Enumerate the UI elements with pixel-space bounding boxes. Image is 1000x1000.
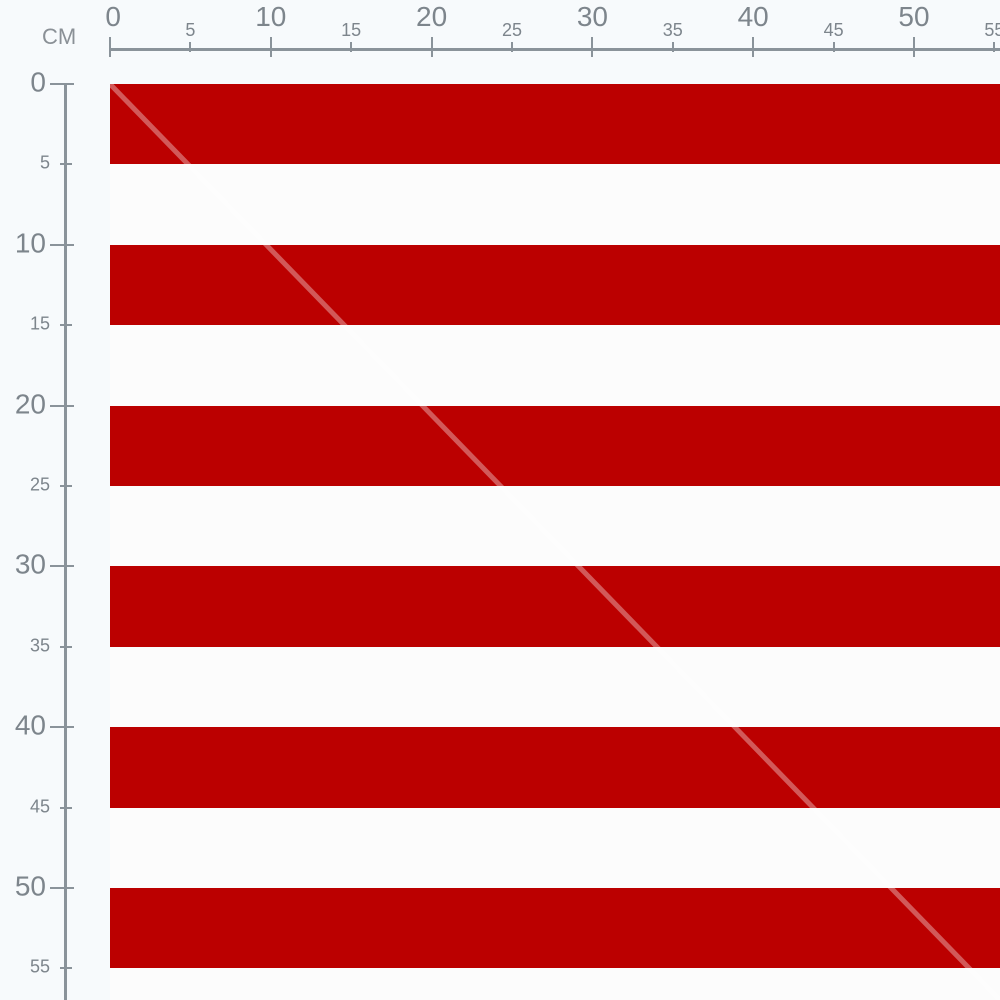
top-ruler-label: 15 [341, 20, 362, 40]
left-ruler-label: 0 [30, 66, 46, 98]
left-ruler-tick [60, 163, 72, 166]
top-ruler-label: 5 [185, 20, 196, 40]
fold-crease-line [110, 84, 1000, 1000]
left-ruler-label: 40 [14, 709, 46, 741]
top-ruler-label: 30 [576, 1, 608, 32]
top-ruler-tick [752, 37, 755, 57]
top-ruler-tick [832, 42, 835, 52]
left-ruler-label: 10 [14, 227, 46, 259]
top-ruler-label: 20 [416, 1, 448, 32]
left-ruler-label: 5 [39, 152, 50, 173]
left-ruler-label: 15 [29, 313, 50, 334]
left-ruler-tick [60, 485, 72, 487]
top-ruler-label: 35 [662, 20, 683, 40]
red-stripe [110, 727, 1000, 808]
red-stripe [110, 888, 1000, 969]
white-stripe [110, 164, 1000, 245]
left-ruler-label: 25 [29, 474, 50, 495]
left-ruler-tick [60, 967, 72, 970]
red-stripe [110, 566, 1000, 647]
left-ruler-label: 35 [29, 635, 50, 656]
top-ruler-label: 50 [898, 1, 930, 32]
top-ruler-label: 0 [105, 1, 121, 32]
left-ruler-line [64, 84, 67, 1000]
top-ruler-label: 45 [823, 20, 844, 40]
top-ruler-tick [511, 42, 513, 52]
top-ruler-tick [913, 37, 915, 57]
red-stripe [110, 244, 1000, 326]
top-ruler-tick [591, 37, 594, 57]
top-ruler-label: 25 [501, 20, 523, 40]
left-ruler-label: 20 [14, 387, 46, 419]
left-ruler-tick [50, 726, 74, 729]
top-ruler-tick [993, 42, 996, 52]
unit-label: CM [42, 24, 77, 49]
left-ruler-label: 45 [29, 796, 50, 817]
top-ruler-tick [350, 42, 353, 52]
top-ruler-tick [109, 37, 111, 57]
left-ruler-tick [50, 565, 74, 568]
red-stripe [110, 84, 1000, 165]
left-ruler-tick [50, 404, 74, 407]
top-ruler-tick [671, 42, 674, 52]
top-ruler-label: 40 [737, 1, 769, 32]
top-ruler-tick [189, 42, 192, 52]
left-ruler-tick [60, 806, 72, 809]
left-ruler-label: 30 [14, 548, 46, 580]
white-stripe [110, 968, 1000, 1000]
left-ruler-label: 50 [14, 870, 46, 902]
top-ruler-label: 10 [255, 1, 287, 32]
left-ruler-tick [50, 243, 74, 246]
white-stripe [110, 807, 1000, 888]
red-stripe [110, 405, 1000, 486]
left-ruler-tick [50, 887, 74, 889]
top-ruler-line [110, 48, 1000, 51]
fabric-swatch [110, 84, 1000, 1000]
white-stripe [110, 486, 1000, 567]
white-stripe [110, 646, 1000, 728]
white-stripe [110, 325, 1000, 406]
left-ruler-label: 55 [29, 956, 50, 977]
left-ruler-tick [50, 83, 74, 85]
top-ruler-tick [430, 37, 433, 57]
left-ruler-tick [60, 645, 72, 648]
left-ruler-tick [60, 324, 72, 327]
top-ruler-tick [269, 37, 272, 57]
top-ruler-label: 55 [984, 20, 1000, 40]
